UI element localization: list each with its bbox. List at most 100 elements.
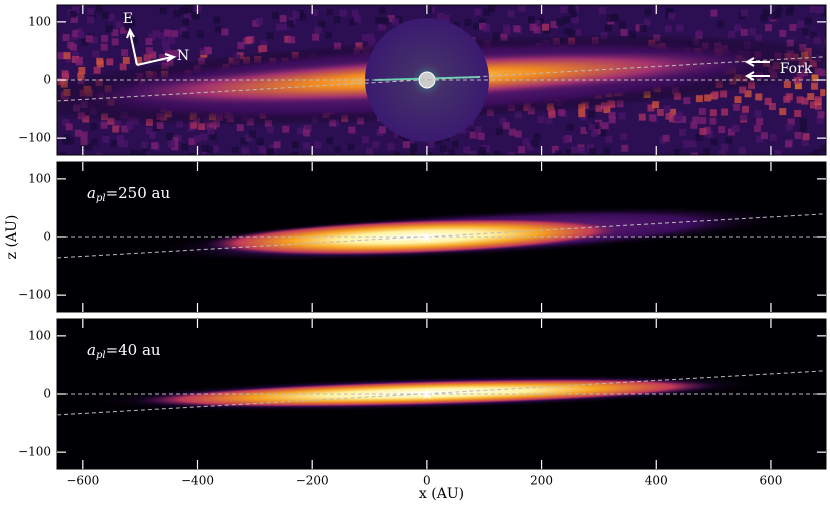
x-tick-label: 600 [759,474,782,488]
noise-pixel [392,18,400,26]
noise-pixel [427,140,435,148]
noise-pixel [813,36,821,44]
noise-pixel [618,21,626,29]
y-tick-label: −100 [18,288,51,302]
noise-pixel [93,66,101,74]
noise-pixel [447,148,455,155]
noise-pixel [266,125,274,133]
noise-pixel [206,122,214,130]
noise-pixel [620,29,628,37]
noise-pixel [580,126,588,134]
noise-pixel [131,36,139,44]
noise-pixel [107,13,115,21]
noise-pixel [507,10,515,18]
y-tick-label: 100 [28,14,51,28]
noise-pixel [469,150,477,155]
noise-pixel [656,108,664,116]
noise-pixel [801,97,809,105]
noise-pixel [171,143,179,151]
noise-pixel [333,146,341,154]
noise-pixel [578,146,586,154]
noise-pixel [262,148,270,155]
noise-pixel [789,24,797,32]
noise-pixel [595,104,603,112]
noise-pixel [683,140,691,148]
noise-pixel [194,5,202,13]
noise-pixel [816,116,824,124]
x-tick-label: −400 [181,474,214,488]
noise-pixel [493,150,501,155]
noise-pixel [604,24,612,32]
noise-pixel [588,110,596,118]
noise-pixel [245,134,253,142]
noise-pixel [728,30,736,38]
noise-pixel [59,151,67,155]
noise-pixel [678,128,686,136]
noise-pixel [378,6,386,14]
noise-pixel [550,21,558,29]
noise-pixel [588,123,596,131]
noise-pixel [115,21,123,29]
noise-pixel [424,6,432,14]
noise-pixel [182,18,190,26]
noise-pixel [63,52,71,60]
noise-pixel [488,5,496,13]
y-tick-label: 0 [43,73,51,87]
noise-pixel [231,146,239,154]
noise-pixel [663,105,671,113]
noise-pixel [452,21,460,29]
noise-pixel [198,123,206,131]
noise-pixel [699,117,707,125]
y-tick-label: −100 [18,445,51,459]
noise-pixel [592,122,600,130]
noise-pixel [551,145,559,153]
noise-pixel [558,108,566,116]
noise-pixel [762,9,770,17]
noise-pixel [552,154,560,155]
noise-pixel [785,8,793,16]
star-marker: ★ [420,228,434,247]
noise-pixel [90,36,98,44]
noise-pixel [121,125,129,133]
noise-pixel [603,147,611,155]
noise-pixel [533,133,541,141]
noise-pixel [192,12,200,20]
noise-pixel [478,18,486,26]
noise-pixel [774,11,782,19]
noise-pixel [518,5,526,13]
noise-pixel [87,8,95,16]
noise-pixel [768,103,776,111]
noise-pixel [173,10,181,18]
noise-pixel [135,56,143,64]
noise-pixel [165,132,173,140]
noise-pixel [311,9,319,17]
noise-pixel [809,5,817,13]
noise-pixel [733,103,741,111]
tilt-line [56,56,827,102]
noise-pixel [483,8,491,16]
noise-pixel [691,152,699,155]
tilt-line [56,370,827,416]
noise-pixel [288,36,296,44]
noise-pixel [734,96,742,104]
noise-pixel [770,12,778,20]
noise-pixel [611,14,619,22]
noise-pixel [70,15,78,23]
noise-pixel [801,28,809,36]
noise-pixel [503,24,511,32]
noise-pixel [797,20,805,28]
noise-pixel [291,141,299,149]
noise-pixel [62,134,70,142]
noise-pixel [462,154,470,155]
noise-pixel [698,108,706,116]
tilt-line [56,213,827,259]
noise-pixel [541,23,549,31]
x-tick-label: 0 [423,474,431,488]
noise-pixel [741,105,749,113]
noise-pixel [159,6,167,14]
label-subscript: pl [96,350,106,361]
noise-pixel [618,112,626,120]
noise-pixel [692,116,700,124]
noise-pixel [86,16,94,24]
noise-pixel [754,110,762,118]
